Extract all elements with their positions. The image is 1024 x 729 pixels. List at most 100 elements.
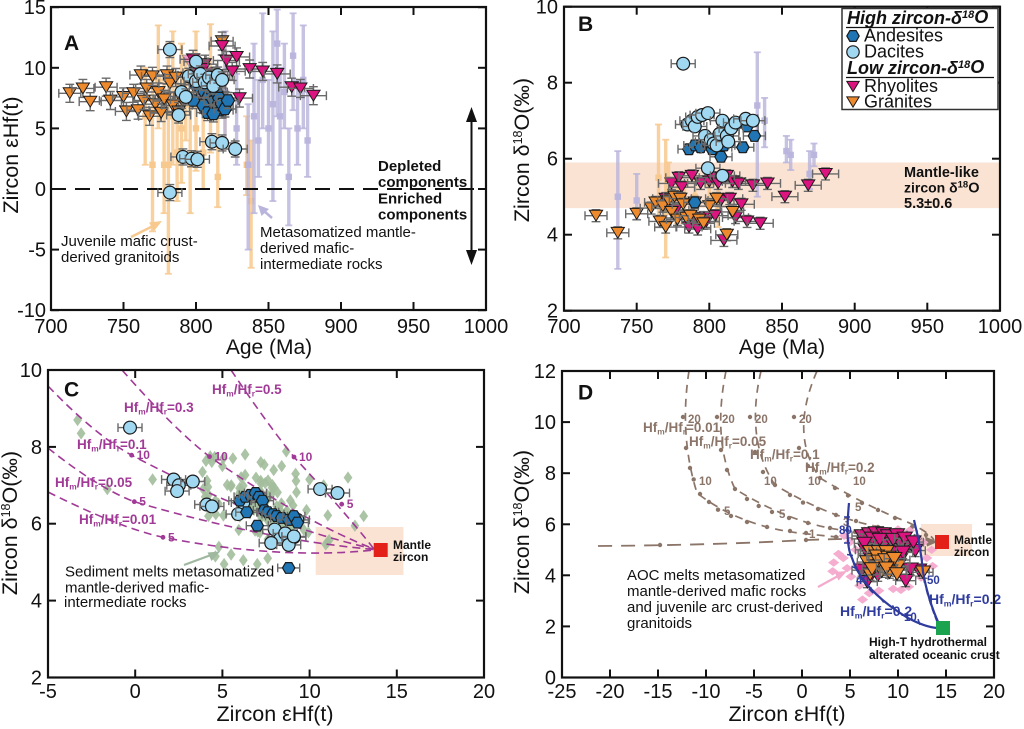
svg-text:D: D — [578, 382, 593, 405]
svg-text:750: 750 — [620, 316, 653, 338]
svg-text:-20: -20 — [596, 681, 625, 703]
svg-text:2: 2 — [31, 668, 42, 690]
svg-text:Rhyolites: Rhyolites — [864, 76, 938, 96]
svg-text:10: 10 — [536, 0, 558, 19]
svg-text:6: 6 — [31, 514, 42, 536]
svg-text:900: 900 — [324, 316, 357, 338]
svg-text:mantle-derived mafic-: mantle-derived mafic- — [65, 580, 209, 597]
svg-text:Mantle: Mantle — [393, 538, 431, 552]
svg-text:15: 15 — [386, 681, 408, 703]
svg-text:derived mafic-: derived mafic- — [260, 240, 354, 257]
svg-text:20: 20 — [799, 414, 812, 426]
svg-text:zircon: zircon — [954, 545, 989, 559]
svg-text:C: C — [64, 379, 79, 402]
svg-text:850: 850 — [765, 316, 798, 338]
svg-text:10: 10 — [20, 360, 42, 382]
svg-text:8: 8 — [545, 463, 556, 485]
svg-text:800: 800 — [693, 316, 726, 338]
svg-text:Hfm/Hfr=0.01: Hfm/Hfr=0.01 — [643, 420, 721, 437]
svg-text:components: components — [378, 207, 467, 224]
svg-text:2: 2 — [547, 301, 558, 323]
svg-text:50: 50 — [927, 575, 940, 587]
svg-text:10: 10 — [764, 476, 777, 488]
svg-text:Hfm/Hfr=0.2: Hfm/Hfr=0.2 — [840, 603, 912, 621]
svg-text:-5: -5 — [745, 681, 763, 703]
svg-text:Hfm/Hfr=0.1: Hfm/Hfr=0.1 — [77, 437, 147, 454]
svg-text:12: 12 — [534, 361, 556, 383]
svg-text:components: components — [378, 174, 467, 191]
svg-text:10: 10 — [904, 612, 917, 624]
svg-text:5: 5 — [855, 502, 862, 514]
svg-text:15: 15 — [935, 681, 957, 703]
svg-text:Andesites: Andesites — [864, 26, 943, 46]
svg-text:4: 4 — [545, 565, 556, 587]
svg-text:950: 950 — [397, 316, 430, 338]
svg-text:Zircon δ18O(‰): Zircon δ18O(‰) — [510, 78, 534, 222]
svg-text:1: 1 — [809, 529, 816, 541]
svg-text:20: 20 — [473, 681, 495, 703]
svg-text:80: 80 — [839, 525, 852, 537]
svg-text:Zircon εHf(t): Zircon εHf(t) — [728, 702, 845, 726]
svg-text:1000: 1000 — [978, 316, 1023, 338]
svg-text:10: 10 — [298, 681, 320, 703]
svg-text:20: 20 — [688, 414, 701, 426]
svg-text:4: 4 — [547, 225, 558, 247]
svg-text:10: 10 — [299, 450, 313, 464]
svg-text:5: 5 — [139, 495, 146, 509]
svg-text:High-T hydrothermal: High-T hydrothermal — [869, 635, 987, 649]
svg-text:Zircon εHf(t): Zircon εHf(t) — [0, 96, 23, 213]
svg-text:Low zircon-δ18O: Low zircon-δ18O — [847, 57, 984, 78]
svg-text:6: 6 — [547, 149, 558, 171]
svg-text:10: 10 — [534, 412, 556, 434]
svg-text:Zircon δ18O(‰): Zircon δ18O(‰) — [510, 450, 534, 594]
svg-text:Hfm/Hfr=0.05: Hfm/Hfr=0.05 — [55, 475, 133, 492]
svg-text:Zircon δ18O(‰): Zircon δ18O(‰) — [0, 451, 22, 595]
svg-text:Age (Ma): Age (Ma) — [226, 336, 312, 359]
svg-text:8: 8 — [547, 73, 558, 95]
svg-text:1000: 1000 — [464, 316, 509, 338]
svg-text:intermediate rocks: intermediate rocks — [260, 256, 383, 273]
svg-text:zircon: zircon — [393, 550, 428, 564]
svg-text:Hfm/Hfr=0.5: Hfm/Hfr=0.5 — [212, 382, 282, 399]
svg-text:5.3±0.6: 5.3±0.6 — [904, 196, 952, 212]
svg-text:850: 850 — [252, 316, 285, 338]
svg-text:Hfm/Hfr=0.01: Hfm/Hfr=0.01 — [79, 512, 157, 529]
svg-text:5: 5 — [168, 530, 175, 544]
svg-text:Sediment melts metasomatized: Sediment melts metasomatized — [65, 564, 274, 581]
svg-text:10: 10 — [215, 450, 229, 464]
svg-text:intermediate rocks: intermediate rocks — [64, 594, 187, 611]
svg-text:zircon δ18O: zircon δ18O — [904, 180, 979, 197]
svg-text:derived granitoids: derived granitoids — [61, 249, 179, 266]
svg-text:-10: -10 — [17, 300, 46, 322]
svg-text:Hfm/Hfr=0.2: Hfm/Hfr=0.2 — [929, 591, 1001, 609]
svg-text:-5: -5 — [28, 240, 46, 262]
svg-text:10: 10 — [24, 58, 46, 80]
svg-text:High zircon-δ18O: High zircon-δ18O — [847, 7, 988, 28]
svg-text:2: 2 — [545, 616, 556, 638]
svg-text:10: 10 — [808, 476, 821, 488]
svg-text:0: 0 — [545, 668, 556, 690]
svg-text:-10: -10 — [692, 681, 721, 703]
svg-text:3: 3 — [843, 517, 849, 529]
svg-text:4: 4 — [31, 591, 42, 613]
svg-text:5: 5 — [779, 509, 786, 521]
svg-text:Enriched: Enriched — [378, 191, 442, 208]
svg-text:10: 10 — [699, 476, 712, 488]
svg-text:granitoids: granitoids — [627, 615, 692, 632]
svg-text:900: 900 — [838, 316, 871, 338]
svg-text:20: 20 — [755, 414, 768, 426]
svg-text:20: 20 — [983, 681, 1005, 703]
svg-text:0: 0 — [35, 179, 46, 201]
svg-text:Age (Ma): Age (Ma) — [739, 336, 825, 359]
svg-text:and juvenile arc crust-derived: and juvenile arc crust-derived — [627, 599, 823, 616]
svg-text:Metasomatized mantle-: Metasomatized mantle- — [260, 224, 416, 241]
svg-text:700: 700 — [547, 316, 580, 338]
svg-text:5: 5 — [217, 681, 228, 703]
svg-text:5: 5 — [844, 681, 855, 703]
svg-text:A: A — [64, 32, 79, 55]
svg-text:-5: -5 — [39, 681, 57, 703]
svg-text:mantle-derived mafic rocks: mantle-derived mafic rocks — [627, 583, 806, 600]
svg-text:-25: -25 — [548, 681, 577, 703]
svg-text:10: 10 — [137, 448, 151, 462]
svg-text:0: 0 — [796, 681, 807, 703]
